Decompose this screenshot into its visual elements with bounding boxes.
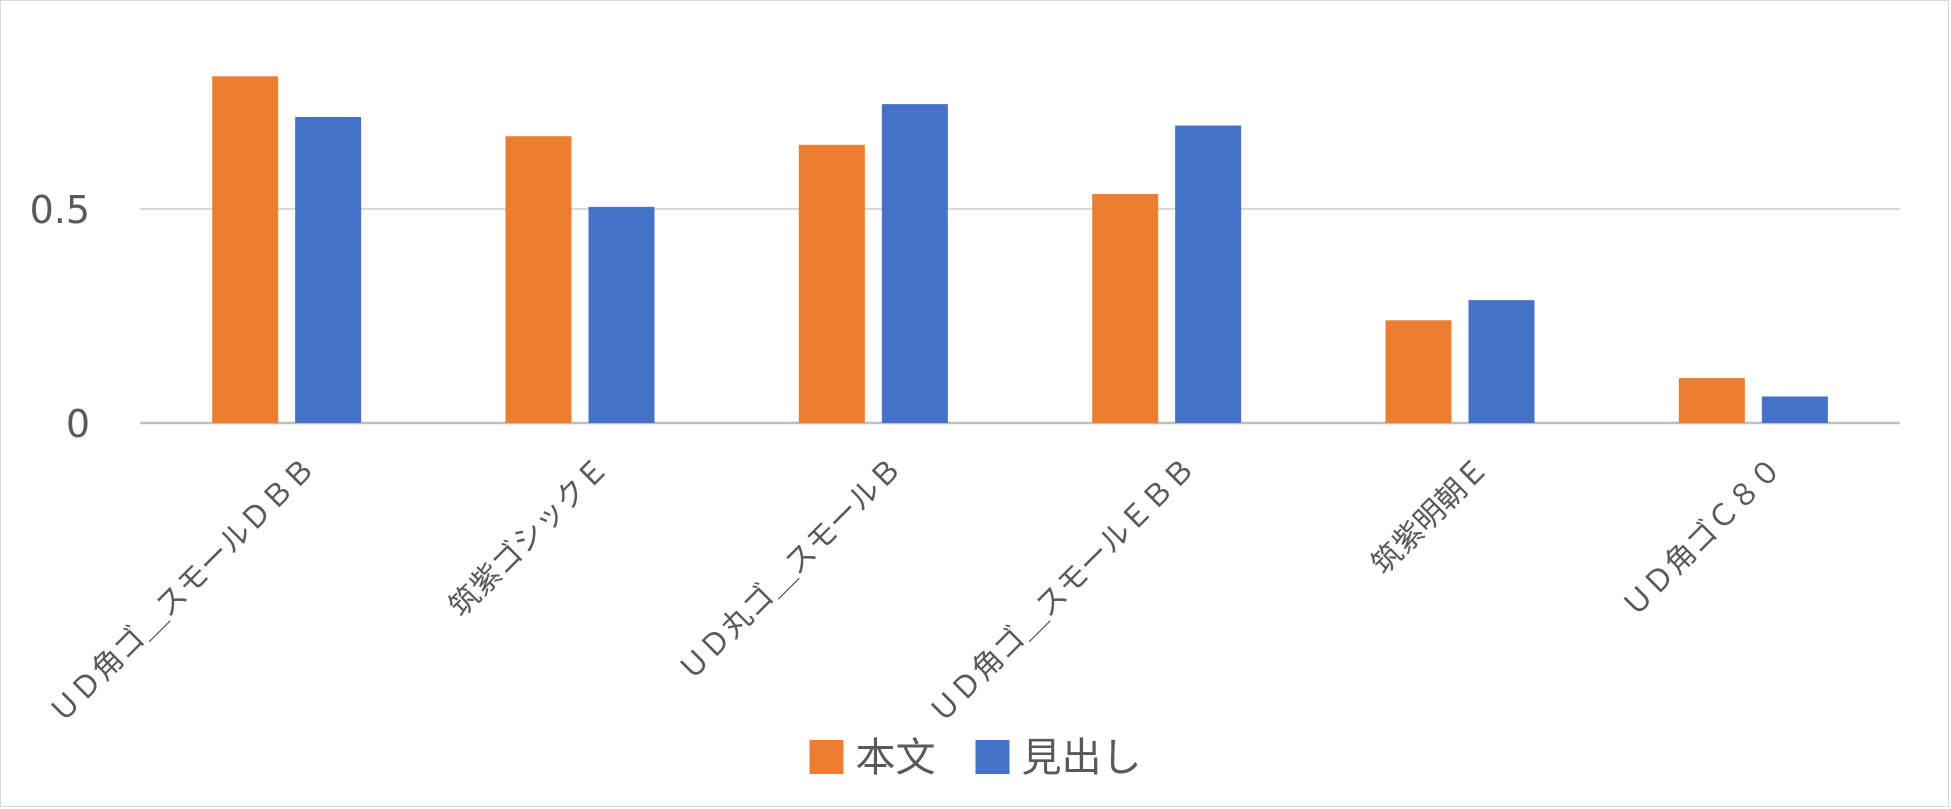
x-category-label: ＵＤ角ゴＣ８０ <box>1616 451 1789 624</box>
bar <box>1761 396 1828 423</box>
x-axis-category-labels: ＵＤ角ゴ＿スモールＤＢＢ 筑紫ゴシックＥ ＵＤ丸ゴ＿スモールＢ ＵＤ角ゴ＿スモールＥＢ… <box>43 451 1789 730</box>
x-category-label: ＵＤ角ゴ＿スモールＥＢＢ <box>923 451 1202 730</box>
legend-label: 見出し <box>1022 735 1142 781</box>
bar <box>1175 125 1242 423</box>
bar <box>505 136 572 424</box>
bar <box>1678 378 1745 423</box>
bar <box>1092 194 1159 423</box>
bar <box>798 144 865 424</box>
bar <box>295 116 362 423</box>
legend: 本文 見出し <box>809 735 1142 781</box>
bar <box>212 76 279 423</box>
y-tick-label: 0.5 <box>30 188 90 232</box>
y-tick-label: 0 <box>66 402 90 446</box>
x-category-label: 筑紫ゴシックＥ <box>442 451 615 624</box>
bar <box>881 104 948 423</box>
legend-swatch <box>809 740 844 774</box>
bars <box>212 76 1828 424</box>
legend-label: 本文 <box>856 735 936 781</box>
bar <box>1385 320 1452 423</box>
x-category-label: ＵＤ角ゴ＿スモールＤＢＢ <box>43 451 322 730</box>
x-category-label: ＵＤ丸ゴ＿スモールＢ <box>672 451 909 688</box>
x-category-label: 筑紫明朝Ｅ <box>1365 451 1496 582</box>
gridlines <box>140 208 1900 425</box>
y-axis-tick-labels: 00.5 <box>30 188 90 446</box>
bar <box>1468 300 1535 423</box>
legend-swatch <box>975 740 1010 774</box>
bar <box>588 206 655 423</box>
